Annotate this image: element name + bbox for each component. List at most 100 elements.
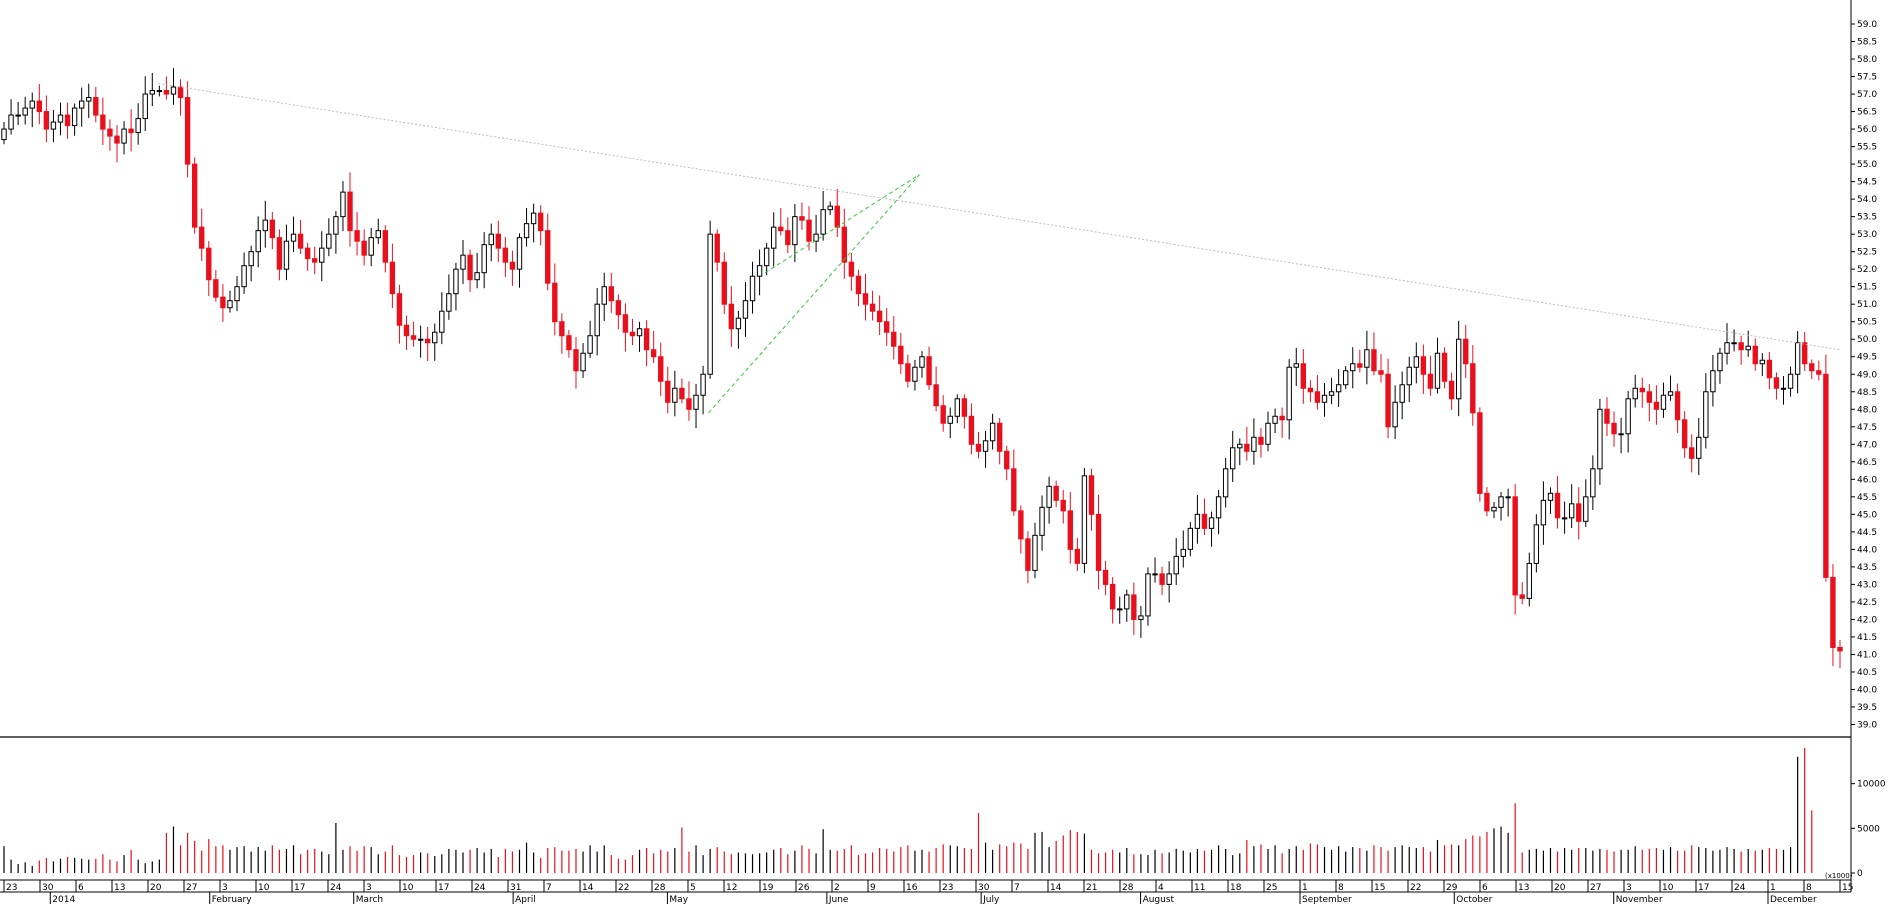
x-day-label: 14 — [1050, 883, 1062, 893]
candle-body — [1166, 573, 1172, 585]
candle-body — [1201, 513, 1208, 529]
candle-body — [1222, 468, 1229, 498]
x-day-label: 24 — [1734, 883, 1746, 893]
candle-body — [742, 300, 749, 319]
candle-body — [1681, 419, 1688, 449]
candle-body — [530, 212, 537, 225]
candle-body — [1667, 391, 1674, 396]
candle-body — [1018, 510, 1024, 540]
price-pane — [1, 68, 1843, 669]
candle-body — [1830, 576, 1836, 648]
y-tick-label: 41.5 — [1857, 633, 1877, 643]
candle-body — [1413, 356, 1419, 368]
candle-body — [573, 349, 579, 372]
candle-body — [488, 233, 494, 246]
candle-body — [1300, 363, 1307, 389]
y-tick-label: 54.5 — [1857, 178, 1877, 188]
x-day-label: 24 — [474, 883, 486, 893]
candle-body — [333, 216, 339, 235]
x-day-label: 10 — [258, 883, 270, 893]
candle-body — [891, 331, 897, 347]
candle-body — [149, 90, 155, 95]
candle-body — [608, 286, 614, 302]
candle-body — [658, 356, 664, 382]
candle-body — [1816, 370, 1822, 375]
candle-body — [1802, 342, 1808, 365]
candle-body — [1208, 517, 1215, 529]
candle-body — [425, 338, 431, 344]
candle-body — [1724, 342, 1730, 354]
candle-body — [1491, 506, 1497, 512]
y-tick-label: 44.0 — [1857, 545, 1877, 555]
candle-body — [1251, 436, 1257, 452]
candle-body — [502, 247, 509, 263]
candle-body — [1505, 496, 1511, 499]
candle-body — [57, 114, 64, 123]
candle-body — [1, 128, 7, 141]
candle-body — [1258, 436, 1264, 445]
candle-body — [128, 128, 134, 134]
y-tick-label: 47.5 — [1857, 423, 1877, 433]
candle-body — [1004, 450, 1010, 470]
candle-body — [446, 293, 452, 312]
x-month-label: December — [1770, 895, 1817, 904]
candle-body — [1745, 345, 1751, 351]
candle-body — [1230, 447, 1236, 470]
candle-body — [982, 440, 989, 452]
candle-body — [622, 314, 629, 333]
candle-body — [707, 233, 713, 375]
candle-body — [432, 331, 438, 344]
candle-body — [735, 317, 742, 330]
candle-body — [940, 405, 946, 424]
candle-body — [806, 219, 812, 242]
x-day-label: 20 — [1554, 883, 1566, 893]
candle-body — [1385, 373, 1391, 428]
candle-body — [1731, 342, 1737, 345]
candle-body — [1343, 370, 1349, 386]
candle-body — [799, 216, 805, 221]
y-tick-label: 59.0 — [1857, 20, 1877, 30]
candle-body — [1215, 496, 1222, 519]
x-day-label: 12 — [726, 883, 737, 893]
x-month-label: November — [1616, 895, 1663, 904]
candle-body — [763, 247, 770, 267]
candle-body — [559, 321, 565, 337]
candle-body — [1187, 527, 1194, 550]
candle-body — [961, 398, 968, 417]
candle-body — [86, 97, 92, 102]
candle-body — [382, 230, 389, 263]
candle-body — [884, 321, 890, 333]
candle-body — [177, 86, 184, 99]
candle-body — [1293, 363, 1299, 368]
candle-body — [1194, 513, 1201, 529]
candle-body — [1011, 468, 1017, 512]
candle-body — [714, 233, 720, 263]
candle-body — [1639, 387, 1645, 393]
candle-body — [1526, 562, 1532, 599]
candle-body — [290, 233, 297, 242]
candle-body — [1441, 352, 1448, 382]
y-tick-label: 45.5 — [1857, 493, 1877, 503]
candle-body — [1244, 443, 1250, 452]
candle-body — [1109, 583, 1116, 610]
candle-body — [834, 205, 840, 228]
candle-body — [312, 258, 318, 263]
candle-body — [453, 268, 459, 295]
y-tick-label: 55.0 — [1857, 160, 1877, 170]
y-tick-label: 52.5 — [1857, 248, 1877, 258]
candle-body — [1703, 391, 1709, 438]
candle-body — [813, 233, 819, 242]
candle-body — [220, 296, 226, 309]
candle-body — [1809, 363, 1815, 372]
candle-body — [552, 282, 558, 323]
candle-body — [276, 237, 283, 270]
x-month-label: July — [982, 895, 1000, 904]
candle-body — [1547, 492, 1554, 501]
x-day-label: 8 — [1338, 883, 1344, 893]
candle-body — [728, 303, 735, 330]
candle-body — [1554, 492, 1561, 519]
y-tick-label: 50.5 — [1857, 318, 1877, 328]
